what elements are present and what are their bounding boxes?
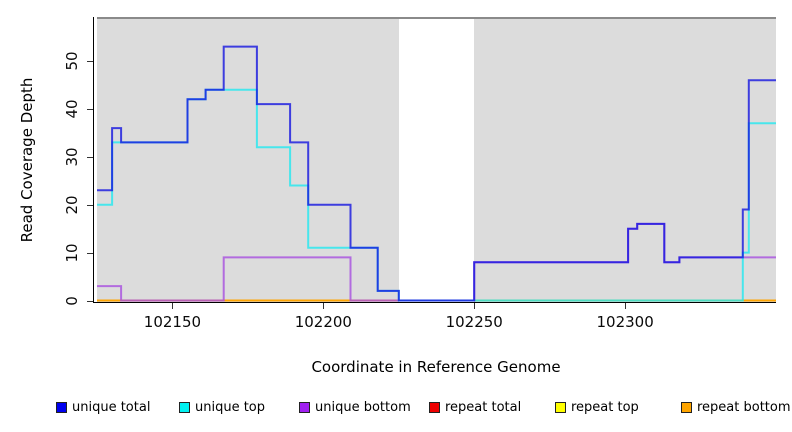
covered-region-right bbox=[474, 19, 776, 302]
y-tick bbox=[87, 300, 93, 302]
y-tick-label: 30 bbox=[63, 147, 81, 167]
x-tick bbox=[172, 303, 174, 309]
plot-area bbox=[97, 17, 776, 302]
y-tick-label: 50 bbox=[63, 51, 81, 71]
legend-swatch bbox=[56, 402, 67, 413]
y-tick-label: 40 bbox=[63, 99, 81, 119]
plot-box-top-edge bbox=[97, 17, 776, 19]
y-tick-label: 10 bbox=[63, 243, 81, 263]
x-tick bbox=[474, 303, 476, 309]
legend-label: unique bottom bbox=[315, 400, 411, 415]
legend-label: repeat bottom bbox=[697, 400, 791, 415]
legend-swatch bbox=[299, 402, 310, 413]
y-tick bbox=[87, 108, 93, 110]
y-tick bbox=[87, 156, 93, 158]
x-tick-label: 102250 bbox=[445, 313, 503, 331]
legend-swatch bbox=[681, 402, 692, 413]
x-tick-label: 102150 bbox=[143, 313, 202, 331]
y-axis-line bbox=[93, 17, 94, 303]
x-tick-label: 102300 bbox=[596, 313, 654, 331]
legend-swatch bbox=[179, 402, 190, 413]
y-tick bbox=[87, 204, 93, 206]
covered-region-left bbox=[97, 19, 399, 302]
legend-label: unique top bbox=[195, 400, 266, 415]
x-axis-title: Coordinate in Reference Genome bbox=[311, 358, 561, 376]
legend-label: repeat top bbox=[571, 400, 639, 415]
x-tick bbox=[625, 303, 627, 309]
coverage-step-lines bbox=[97, 45, 776, 302]
x-axis-line bbox=[93, 302, 776, 303]
y-tick-label: 20 bbox=[63, 195, 81, 215]
y-tick-label: 0 bbox=[63, 295, 81, 306]
y-tick bbox=[87, 61, 93, 62]
x-tick bbox=[323, 303, 325, 309]
legend-label: unique total bbox=[72, 400, 151, 415]
legend-swatch bbox=[555, 402, 566, 413]
y-axis-title: Read Coverage Depth bbox=[18, 77, 36, 243]
x-tick-label: 102200 bbox=[294, 313, 352, 331]
series-unique-top bbox=[97, 88, 776, 302]
legend-swatch bbox=[429, 402, 440, 413]
legend-label: repeat total bbox=[445, 400, 522, 415]
series-unique-total bbox=[97, 45, 776, 302]
y-tick bbox=[87, 252, 93, 254]
